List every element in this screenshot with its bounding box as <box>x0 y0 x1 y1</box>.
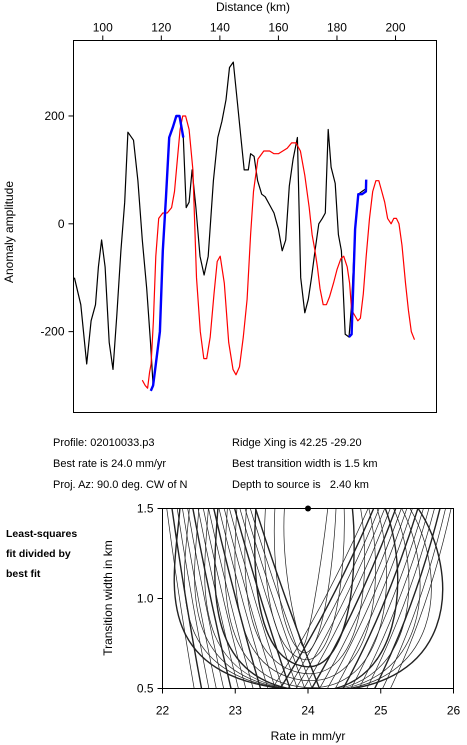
contour-line <box>218 508 269 688</box>
contour-line <box>224 508 387 688</box>
contour-line <box>176 508 210 688</box>
x-tick-label: 160 <box>268 21 288 35</box>
x-tick-label: 100 <box>93 21 113 35</box>
transition-width-label: Best transition width is 1.5 km <box>232 458 378 470</box>
y-tick-label: -200 <box>40 325 64 339</box>
contour-line <box>254 508 355 668</box>
contour-line <box>239 508 298 688</box>
contour-x-tick-label: 23 <box>229 704 243 718</box>
contour-line <box>264 508 345 661</box>
contour-line <box>342 508 419 688</box>
contour-x-axis-title: Rate in mm/yr <box>271 729 346 743</box>
contour-line <box>187 508 224 688</box>
projection-azimuth-label: Proj. Az: 90.0 deg. CW of N <box>53 479 188 491</box>
contour-line <box>327 508 408 688</box>
anomaly-profile-chart: 100 120 140 160 180 200 200 0 -200 Distance (km… <box>2 0 437 413</box>
x-tick-label: 200 <box>386 21 406 35</box>
contour-line <box>273 508 337 654</box>
best-fit-marker <box>305 505 311 512</box>
contour-line <box>214 508 399 688</box>
contour-line <box>173 508 444 688</box>
contour-line <box>194 508 421 688</box>
contour-line <box>335 508 413 688</box>
y-tick-label: 200 <box>44 109 64 123</box>
contour-line <box>181 508 217 688</box>
ridge-crossing-label: Ridge Xing is 42.25 -29.20 <box>232 437 362 449</box>
fit-window-segment <box>348 179 368 338</box>
model-anomaly-line <box>141 115 416 389</box>
contour-line <box>234 508 376 681</box>
contour-line <box>382 508 447 688</box>
contour-line <box>366 508 435 688</box>
contour-line <box>244 508 366 674</box>
x-tick-label: 140 <box>210 21 230 35</box>
x-axis-title: Distance (km) <box>216 0 290 14</box>
contour-line <box>283 508 329 647</box>
plot-frame <box>73 40 437 413</box>
contour-line <box>350 508 424 688</box>
contour-line <box>279 508 375 688</box>
best-rate-label: Best rate is 24.0 mm/yr <box>53 458 167 470</box>
contour-line <box>295 508 386 688</box>
contour-line <box>208 508 254 688</box>
contour-line <box>303 508 391 688</box>
contour-line <box>319 508 402 688</box>
depth-to-source-label: Depth to source is 2.40 km <box>232 479 369 491</box>
contour-x-tick-label: 22 <box>156 704 170 718</box>
contour-description: Least-squares fit divided by best fit <box>6 524 77 584</box>
x-tick-label: 120 <box>151 21 171 35</box>
contour-line <box>197 508 239 688</box>
contour-x-tick-label: 25 <box>374 704 388 718</box>
contour-description-line: best fit <box>6 568 41 580</box>
contour-line <box>287 508 380 688</box>
contour-line <box>244 508 305 688</box>
contour-y-tick-label: 1.5 <box>137 502 154 516</box>
contour-line <box>202 508 247 688</box>
y-axis-title: Anomaly amplitude <box>2 181 16 283</box>
x-tick-label: 180 <box>327 21 347 35</box>
contour-x-tick-label: 26 <box>447 704 461 718</box>
contour-line <box>166 508 195 688</box>
contour-line <box>228 508 283 688</box>
contour-description-line: Least-squares <box>6 528 78 540</box>
contour-line <box>254 508 321 688</box>
contour-line <box>249 508 313 688</box>
contour-line <box>204 508 410 688</box>
profile-label: Profile: 02010033.p3 <box>53 437 155 449</box>
contour-line <box>192 508 232 688</box>
contour-line <box>311 508 397 688</box>
contour-y-axis-title: Transition width in km <box>101 540 115 656</box>
contour-line <box>171 508 203 688</box>
contour-line <box>374 508 441 688</box>
contour-line <box>184 508 432 688</box>
contour-x-tick-label: 24 <box>301 704 315 718</box>
contour-description-line: fit divided by <box>6 548 71 560</box>
contour-line <box>233 508 291 688</box>
contour-y-tick-label: 0.5 <box>137 682 154 696</box>
fit-window-segment <box>149 114 185 392</box>
y-tick-label: 0 <box>58 217 65 231</box>
contour-line <box>272 508 369 688</box>
contour-y-tick-label: 1.0 <box>137 592 154 606</box>
contour-frame <box>162 508 454 689</box>
observed-anomaly-line <box>73 61 367 387</box>
contour-line <box>212 508 262 688</box>
contour-line <box>358 508 430 688</box>
contour-line <box>390 508 452 688</box>
contour-line <box>223 508 276 688</box>
